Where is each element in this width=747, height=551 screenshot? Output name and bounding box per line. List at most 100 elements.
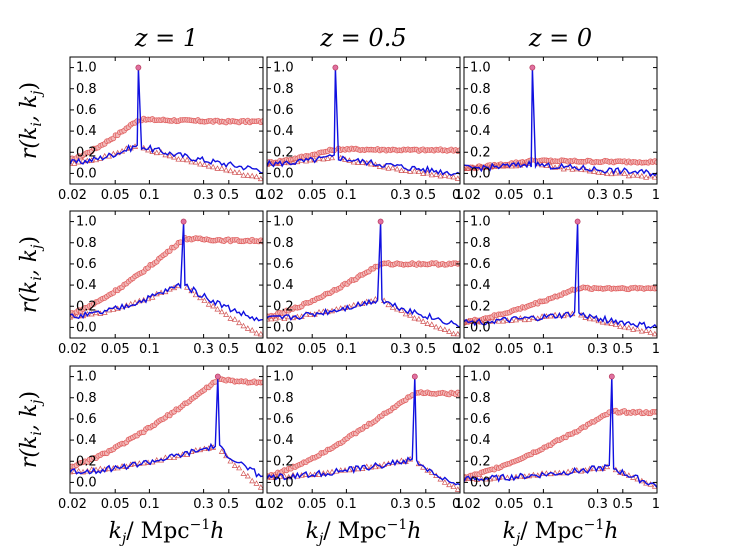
x-tick-label: 0.3 [587, 342, 608, 357]
triangle-point [407, 312, 414, 318]
correlation-line [464, 376, 657, 488]
triangle-point [441, 479, 448, 485]
y-tick-label: 0.8 [273, 236, 294, 251]
panel-r2-c0: 0.02 0.05 0.1 0.3 0.5 1 0.0 0.2 0.4 0.6 0.8 1.0 [58, 365, 266, 512]
triangle-point [184, 156, 191, 163]
triangle-point [385, 165, 392, 171]
correlation-line [70, 67, 263, 174]
triangle-point [171, 154, 178, 160]
triangle-point [478, 475, 485, 481]
triangle-point [214, 305, 221, 312]
triangle-point [591, 168, 598, 174]
x-tick-label: 0.1 [336, 342, 357, 357]
peak-marker [377, 218, 384, 225]
y-tick-label: 0.2 [273, 145, 294, 160]
triangle-point [240, 322, 247, 329]
x-tick-label: 0.1 [139, 188, 160, 203]
circle-point [260, 379, 263, 386]
y-tick-label: 0.8 [470, 236, 491, 251]
triangle-point [565, 468, 572, 475]
triangle-point [227, 315, 234, 321]
triangle-point [244, 472, 251, 479]
x-tick-label: 1 [455, 497, 463, 512]
triangle-point [495, 318, 502, 324]
triangle-point [166, 152, 173, 159]
x-tick-label: 0.02 [452, 497, 481, 512]
panel-r2-c1: 0.02 0.05 0.1 0.3 0.5 1 0.0 0.2 0.4 0.6 0.8 1.0 [255, 365, 463, 512]
correlation-line [70, 376, 263, 478]
correlation-line [267, 221, 460, 329]
y-tick-label: 0.4 [76, 433, 97, 448]
panel-data-r2-c1 [267, 373, 460, 492]
peak-marker [411, 373, 418, 380]
triangle-point [244, 325, 251, 331]
y-tick-label: 1.0 [470, 215, 491, 230]
x-tick-label: 0.5 [415, 342, 436, 357]
y-tick-label: 0.8 [76, 236, 97, 251]
triangle-point [171, 454, 178, 460]
y-tick-label: 0.6 [470, 412, 491, 427]
x-tick-label: 0.02 [452, 342, 481, 357]
y-tick-label: 0.0 [470, 320, 491, 335]
triangle-point [153, 149, 160, 156]
triangle-point [236, 319, 243, 326]
triangle-point [372, 463, 379, 470]
y-tick-label: 0.6 [76, 257, 97, 272]
x-tick-label: 1 [258, 497, 266, 512]
triangle-point [465, 165, 472, 171]
panel-data-r1-c2 [464, 218, 657, 337]
triangle-point [625, 324, 632, 331]
x-tick-label: 0.02 [452, 188, 481, 203]
panel-group: 0.02 0.05 0.1 0.3 0.5 10.00.20.40.60.81.00.02… [58, 56, 660, 512]
triangle-point [329, 154, 336, 161]
x-tick-label: 0.5 [415, 188, 436, 203]
correlation-line [70, 221, 263, 322]
peak-marker [529, 64, 536, 71]
x-axis-label: kj/ Mpc−1h [109, 517, 225, 547]
x-tick-label: 0.3 [390, 188, 411, 203]
triangle-point [281, 315, 288, 322]
triangle-point [153, 456, 160, 463]
triangle-point [272, 315, 279, 321]
triangle-point [268, 474, 275, 481]
triangle-point [595, 169, 602, 175]
y-tick-label: 0.6 [76, 103, 97, 118]
y-tick-label: 0.4 [470, 433, 491, 448]
triangle-point [320, 470, 327, 476]
y-axis-label: r(ki, kj) [17, 82, 45, 159]
x-tick-label: 0.1 [533, 188, 554, 203]
triangle-point [556, 469, 563, 476]
triangle-point [218, 308, 225, 315]
triangle-point [253, 173, 260, 180]
triangle-point [201, 297, 208, 303]
panel-data-r0-c2 [464, 64, 657, 180]
panel-r1-c1: 0.02 0.05 0.1 0.3 0.5 1 0.0 0.2 0.4 0.6 0.8 1.0 [255, 210, 463, 357]
y-tick-label: 1.0 [470, 61, 491, 76]
triangle-point [454, 330, 460, 337]
triangle-point [114, 149, 121, 156]
triangle-point [450, 330, 457, 337]
y-axis-label: r(ki, kj) [17, 236, 45, 313]
triangle-point [647, 329, 654, 335]
triangle-point [647, 172, 654, 179]
x-tick-label: 0.05 [495, 188, 524, 203]
triangle-point [621, 170, 628, 176]
x-tick-label: 0.3 [193, 497, 214, 512]
triangle-point [526, 316, 533, 322]
y-tick-label: 0.2 [76, 299, 97, 314]
x-tick-label: 0.3 [193, 188, 214, 203]
triangle-point [599, 318, 606, 325]
triangle-point [428, 321, 435, 327]
panel-frame [463, 210, 658, 339]
x-tick-label: 0.1 [336, 188, 357, 203]
y-tick-label: 0.4 [470, 278, 491, 293]
triangle-point [591, 315, 598, 322]
triangle-point [257, 484, 263, 490]
y-tick-label: 0.6 [273, 412, 294, 427]
panel-data-r0-c1 [267, 64, 460, 181]
triangle-point [337, 467, 344, 473]
y-tick-label: 1.0 [273, 61, 294, 76]
x-tick-label: 0.1 [139, 342, 160, 357]
triangle-point [236, 464, 243, 471]
triangle-point [298, 472, 305, 478]
